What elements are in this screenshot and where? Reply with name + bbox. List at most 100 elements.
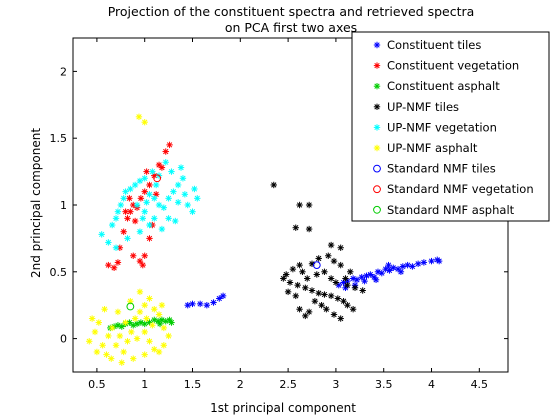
data-point <box>141 252 148 259</box>
data-point <box>179 175 187 182</box>
data-point <box>315 289 322 297</box>
x-tick-label: 0.5 <box>88 378 106 391</box>
data-point <box>91 328 99 336</box>
data-point <box>133 201 141 209</box>
data-point <box>136 177 144 185</box>
data-point <box>155 201 163 209</box>
data-point <box>108 221 116 229</box>
legend-marker <box>373 83 381 90</box>
data-point <box>191 185 198 193</box>
legend-label: Constituent asphalt <box>387 79 500 93</box>
data-point <box>131 315 139 322</box>
data-point <box>330 311 338 318</box>
data-point <box>124 338 131 345</box>
data-point <box>141 208 148 215</box>
data-point <box>127 297 134 305</box>
data-point <box>367 271 374 278</box>
data-point <box>321 268 328 275</box>
data-point <box>136 228 144 235</box>
data-point <box>342 275 349 282</box>
series-3 <box>270 181 366 322</box>
data-point <box>131 181 139 189</box>
data-point <box>141 118 148 126</box>
data-point <box>282 271 290 278</box>
data-point <box>143 168 150 175</box>
legend-entries: Constituent tiles Constituent vegetation C… <box>373 38 534 217</box>
legend-label: UP-NMF asphalt <box>387 141 478 155</box>
data-point <box>143 199 150 206</box>
data-point <box>347 268 354 275</box>
series-6 <box>312 261 321 270</box>
data-point <box>153 174 162 183</box>
data-point <box>181 191 189 198</box>
legend-marker <box>373 185 381 194</box>
data-point <box>155 348 163 356</box>
x-axis-label: 1st principal component <box>210 401 356 415</box>
y-tick-label: 2 <box>60 65 67 78</box>
data-point <box>168 168 175 175</box>
data-point <box>177 164 185 171</box>
data-point <box>112 342 120 349</box>
data-point <box>146 221 153 229</box>
legend: Constituent tiles Constituent vegetation C… <box>351 31 550 222</box>
data-point <box>162 159 169 166</box>
data-point <box>428 257 435 265</box>
legend-entry: Standard NMF vegetation <box>373 182 534 196</box>
legend-label: UP-NMF tiles <box>387 100 459 114</box>
data-point <box>378 269 386 277</box>
y-tick-label: 0.5 <box>50 266 68 279</box>
data-point <box>143 315 150 322</box>
legend-marker <box>373 124 381 131</box>
data-point <box>124 215 131 222</box>
y-axis-ticks: 0 0.5 1 1.5 2 <box>50 65 508 346</box>
legend-marker <box>373 205 381 214</box>
legend-marker <box>373 41 381 49</box>
data-point <box>174 199 182 206</box>
data-point <box>296 201 303 209</box>
data-point <box>86 338 93 345</box>
legend-label: Constituent tiles <box>387 38 481 52</box>
data-point <box>327 292 335 300</box>
data-point <box>184 201 191 209</box>
data-point <box>196 300 204 308</box>
data-point <box>327 241 335 249</box>
data-point <box>349 306 357 313</box>
x-tick-label: 4 <box>428 378 435 391</box>
data-point <box>397 268 405 275</box>
data-point <box>118 359 125 366</box>
data-point <box>114 308 122 316</box>
data-point <box>308 287 316 294</box>
data-point <box>108 324 116 332</box>
data-point <box>359 287 366 294</box>
data-point <box>151 346 158 353</box>
legend-entry: UP-NMF asphalt <box>373 141 478 155</box>
chart-title-line-1: Projection of the constituent spectra an… <box>108 4 475 19</box>
data-point <box>146 181 153 189</box>
data-point <box>114 259 122 266</box>
data-point <box>351 284 359 292</box>
x-tick-label: 1 <box>141 378 148 391</box>
data-point <box>189 300 196 308</box>
data-point <box>404 261 411 269</box>
data-point <box>158 225 166 233</box>
data-point <box>155 311 163 318</box>
legend-label: Standard NMF asphalt <box>387 203 515 217</box>
legend-entry: Constituent tiles <box>373 38 481 52</box>
data-point <box>165 332 172 340</box>
data-point <box>141 175 148 182</box>
data-point <box>118 323 125 330</box>
data-point <box>120 195 127 202</box>
data-point <box>292 224 299 231</box>
data-point <box>141 328 148 336</box>
legend-marker <box>373 144 381 152</box>
data-point <box>112 215 120 222</box>
data-point <box>318 302 325 309</box>
data-point <box>311 297 319 305</box>
legend-marker <box>373 164 381 173</box>
data-point <box>126 302 135 311</box>
data-point <box>108 355 115 362</box>
data-point <box>344 302 351 309</box>
data-point <box>130 252 137 259</box>
data-point <box>146 235 153 242</box>
